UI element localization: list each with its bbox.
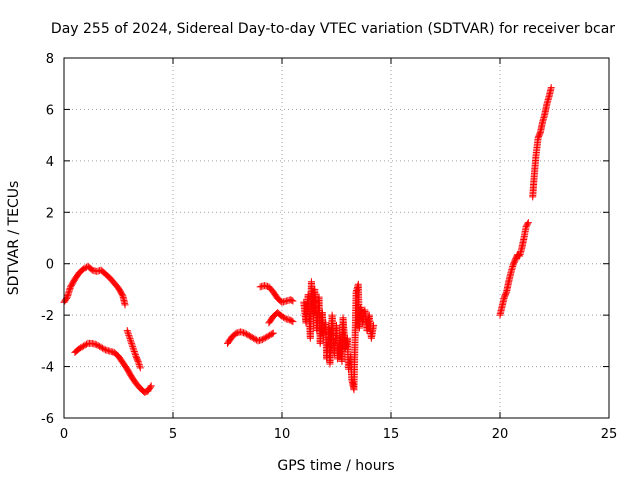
data-point-marker [264, 332, 272, 340]
data-point-marker [524, 220, 532, 228]
data-point-marker [129, 344, 137, 352]
data-point-marker [146, 383, 154, 391]
data-point-marker [289, 297, 297, 305]
y-tick-label: 0 [46, 258, 54, 273]
data-point-marker [241, 329, 249, 337]
y-tick-label: 2 [46, 206, 54, 221]
chart-title: Day 255 of 2024, Sidereal Day-to-day VTE… [51, 21, 615, 37]
axis-ticks: 0 5 10 15 20 25 -6 -4 -2 0 2 4 6 8 [41, 52, 617, 442]
x-tick-label: 20 [492, 427, 509, 442]
data-point-marker [247, 333, 255, 341]
data-point-marker [130, 346, 138, 354]
data-point-marker [260, 335, 268, 343]
data-point-marker [288, 317, 296, 325]
y-axis-title: SDTVAR / TECUs [6, 181, 22, 296]
series-track-3 [123, 327, 144, 372]
data-point-marker [80, 342, 88, 350]
data-point-marker [244, 331, 252, 339]
data-point-marker [75, 345, 83, 353]
data-point-marker [124, 328, 132, 336]
data-point-marker [263, 333, 271, 341]
data-point-marker [128, 341, 136, 349]
data-points [60, 84, 555, 396]
data-point-marker [288, 296, 296, 304]
data-point-marker [97, 343, 105, 351]
series-track-7 [300, 278, 378, 394]
data-point-marker [121, 301, 129, 309]
data-point-marker [125, 331, 133, 339]
data-point-marker [269, 329, 277, 337]
series-track-2 [71, 339, 155, 396]
data-point-marker [281, 314, 289, 322]
data-point-marker [129, 343, 137, 351]
x-tick-label: 15 [383, 427, 400, 442]
data-point-marker [258, 336, 266, 344]
x-tick-label: 5 [169, 427, 177, 442]
y-tick-label: 4 [46, 155, 54, 170]
data-point-marker [261, 334, 269, 342]
data-point-marker [134, 357, 142, 365]
data-point-marker [524, 219, 532, 227]
grid [64, 58, 609, 418]
data-point-marker [248, 333, 256, 341]
series-track-1 [60, 262, 129, 309]
data-point-marker [251, 335, 259, 343]
data-point-marker [135, 361, 143, 369]
data-point-marker [125, 333, 133, 341]
data-point-marker [78, 343, 86, 351]
data-point-marker [136, 364, 144, 372]
data-point-marker [131, 349, 139, 357]
series-track-4 [224, 328, 277, 347]
data-point-marker [83, 340, 91, 348]
data-point-marker [147, 382, 155, 390]
y-tick-label: -2 [41, 309, 54, 324]
data-point-marker [94, 342, 102, 350]
y-tick-label: -4 [41, 361, 54, 376]
y-tick-label: 6 [46, 103, 54, 118]
data-point-marker [547, 84, 555, 92]
data-point-marker [77, 344, 85, 352]
data-point-marker [80, 265, 88, 273]
series-track-9 [529, 84, 555, 201]
x-tick-label: 10 [274, 427, 291, 442]
data-point-marker [278, 312, 286, 320]
data-point-marker [136, 362, 144, 370]
series-track-8 [496, 219, 532, 319]
data-point-marker [135, 359, 143, 367]
x-tick-label: 25 [601, 427, 618, 442]
x-axis-title: GPS time / hours [277, 458, 394, 474]
series-track-6 [265, 309, 297, 327]
data-point-marker [279, 313, 287, 321]
data-point-marker [128, 339, 136, 347]
plot-frame [63, 57, 610, 419]
data-point-marker [93, 341, 101, 349]
data-point-marker [289, 318, 297, 326]
data-point-marker [245, 332, 253, 340]
data-point-marker [126, 335, 134, 343]
data-point-marker [99, 344, 107, 352]
data-point-marker [100, 345, 108, 353]
y-tick-label: -6 [41, 412, 54, 427]
data-point-marker [250, 334, 258, 342]
data-point-marker [131, 351, 139, 359]
series-track-5 [256, 282, 297, 306]
x-tick-label: 0 [60, 427, 68, 442]
data-point-marker [126, 336, 134, 344]
data-point-marker [124, 330, 132, 338]
data-point-marker [370, 321, 378, 329]
data-point-marker [134, 356, 142, 364]
data-point-marker [130, 347, 138, 355]
y-tick-label: 8 [46, 52, 54, 67]
data-point-marker [242, 330, 250, 338]
data-point-marker [127, 338, 135, 346]
data-point-marker [96, 342, 104, 350]
data-point-marker [123, 327, 131, 335]
data-point-marker [268, 330, 276, 338]
data-point-marker [81, 341, 89, 349]
